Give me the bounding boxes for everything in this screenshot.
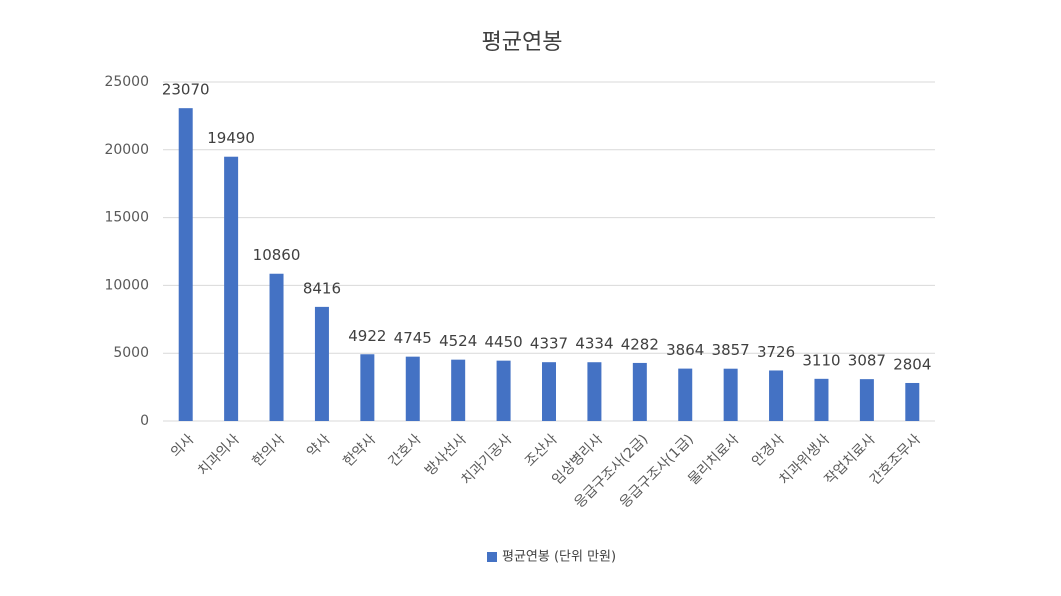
- data-label: 4745: [394, 329, 432, 347]
- y-tick-label: 15000: [104, 210, 149, 226]
- data-label: 4337: [530, 335, 568, 353]
- y-tick-label: 10000: [104, 277, 149, 293]
- data-label: 4282: [621, 335, 659, 353]
- bar: [542, 362, 556, 421]
- data-label: 23070: [162, 81, 210, 99]
- legend-label: 평균연봉 (단위 만원): [502, 550, 616, 565]
- data-label: 8416: [303, 279, 341, 297]
- y-tick-label: 20000: [104, 142, 149, 158]
- data-label: 3857: [712, 341, 750, 359]
- bar: [451, 359, 466, 421]
- data-label: 3726: [757, 343, 795, 361]
- bar: [269, 273, 284, 421]
- data-label: 4922: [348, 327, 386, 345]
- data-label: 3087: [848, 352, 886, 370]
- data-label: 4524: [439, 332, 477, 350]
- bar: [314, 306, 329, 421]
- data-label: 3864: [666, 341, 704, 359]
- y-tick-label: 5000: [113, 345, 149, 361]
- bar: [224, 156, 239, 421]
- data-label: 4334: [575, 335, 613, 353]
- data-label: 10860: [253, 246, 301, 264]
- bar: [360, 354, 375, 421]
- data-label: 4450: [484, 333, 522, 351]
- legend-swatch: [487, 552, 497, 562]
- bar: [859, 379, 874, 421]
- bar: [814, 378, 829, 421]
- bar: [632, 362, 647, 421]
- bar: [405, 356, 420, 421]
- bar: [905, 382, 920, 421]
- data-label: 3110: [802, 351, 840, 369]
- bar: [587, 362, 602, 421]
- bar: [723, 368, 738, 421]
- bar: [769, 370, 784, 421]
- chart-title: 평균연봉: [482, 30, 563, 55]
- bar: [496, 360, 511, 421]
- bar: [678, 368, 693, 421]
- y-tick-label: 25000: [104, 74, 149, 90]
- y-tick-label: 0: [140, 413, 149, 429]
- data-label: 2804: [893, 355, 931, 373]
- data-label: 19490: [207, 129, 255, 147]
- bar: [178, 108, 193, 421]
